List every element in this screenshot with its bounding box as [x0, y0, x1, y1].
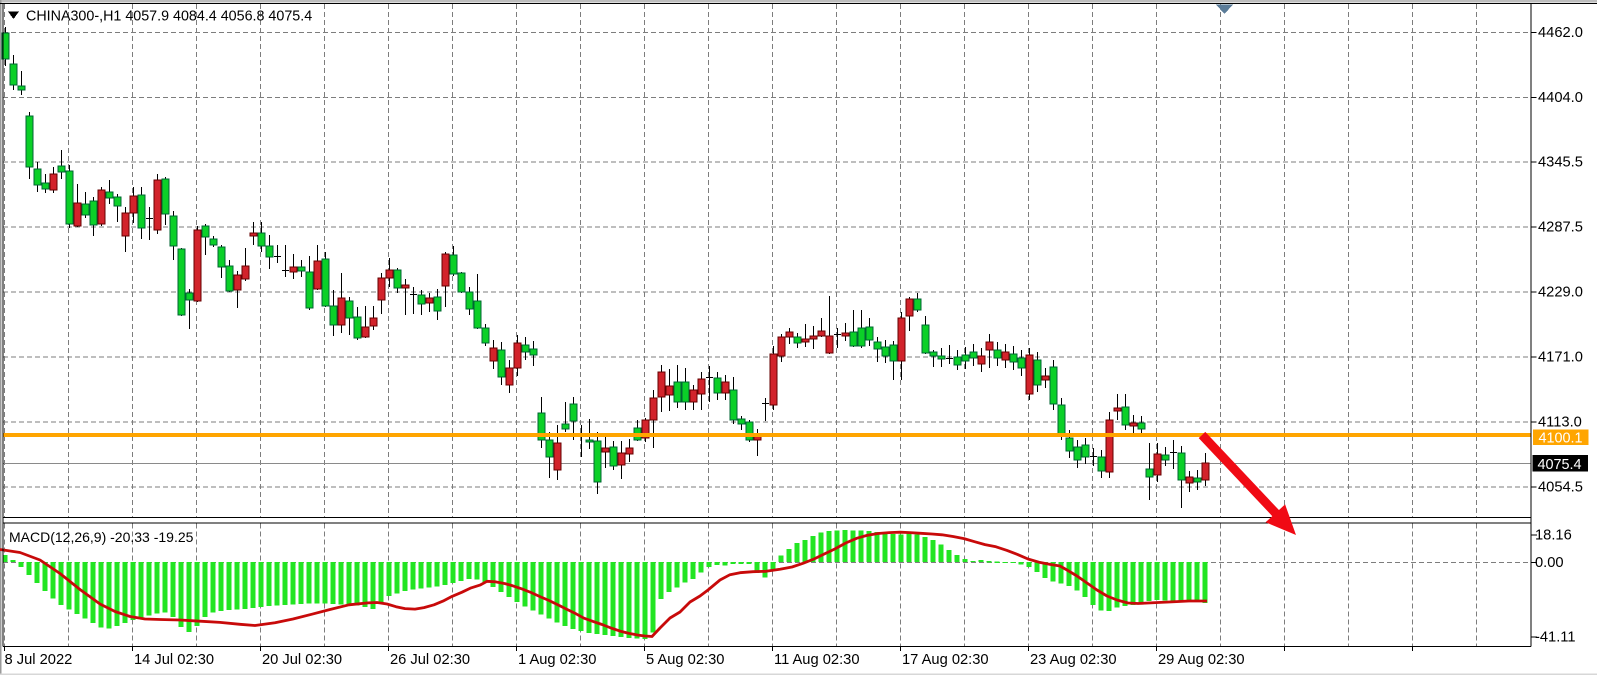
svg-text:18.16: 18.16 [1535, 528, 1572, 544]
svg-text:5 Aug 02:30: 5 Aug 02:30 [646, 652, 724, 668]
svg-text:4345.5: 4345.5 [1538, 155, 1583, 171]
svg-text:8 Jul 2022: 8 Jul 2022 [5, 652, 73, 668]
svg-text:4171.0: 4171.0 [1538, 350, 1583, 366]
svg-text:4229.0: 4229.0 [1538, 285, 1583, 301]
svg-text:CHINA300-,H1 4057.9 4084.4 405: CHINA300-,H1 4057.9 4084.4 4056.8 4075.4 [26, 9, 312, 25]
svg-text:MACD(12,26,9) -20.33 -19.25: MACD(12,26,9) -20.33 -19.25 [9, 529, 194, 545]
svg-text:4113.0: 4113.0 [1538, 415, 1582, 431]
svg-text:4054.5: 4054.5 [1538, 480, 1583, 496]
svg-text:4462.0: 4462.0 [1538, 25, 1583, 41]
svg-text:4404.0: 4404.0 [1538, 90, 1583, 106]
svg-text:4100.1: 4100.1 [1539, 431, 1583, 447]
svg-text:1 Aug 02:30: 1 Aug 02:30 [518, 652, 596, 668]
svg-text:26 Jul 02:30: 26 Jul 02:30 [390, 652, 470, 668]
svg-text:14 Jul 02:30: 14 Jul 02:30 [134, 652, 214, 668]
svg-text:29 Aug 02:30: 29 Aug 02:30 [1158, 652, 1245, 668]
svg-text:23 Aug 02:30: 23 Aug 02:30 [1030, 652, 1117, 668]
svg-text:20 Jul 02:30: 20 Jul 02:30 [262, 652, 342, 668]
svg-text:11 Aug 02:30: 11 Aug 02:30 [774, 652, 859, 668]
svg-text:4075.4: 4075.4 [1538, 457, 1582, 473]
svg-text:-41.11: -41.11 [1535, 630, 1576, 646]
svg-text:17 Aug 02:30: 17 Aug 02:30 [902, 652, 989, 668]
svg-text:0.00: 0.00 [1535, 555, 1564, 571]
svg-text:4287.5: 4287.5 [1538, 220, 1583, 236]
